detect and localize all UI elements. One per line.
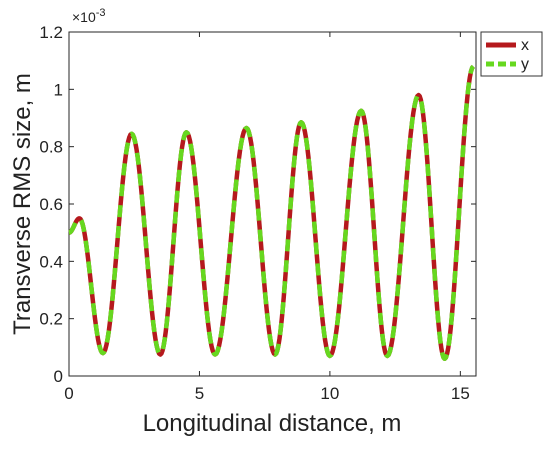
plot-frame [68, 31, 477, 377]
y-exponent-label: ×10-3 [72, 7, 106, 25]
y-tick-label: 0.2 [39, 310, 63, 329]
series-layer [67, 64, 476, 362]
y-tick-label: 1 [54, 80, 63, 99]
legend-label-y: y [521, 56, 529, 73]
legend: x y [480, 31, 543, 77]
y-tick-label: 0 [54, 367, 63, 386]
x-tick-label: 0 [64, 384, 73, 403]
y-tick-label: 0.8 [39, 138, 63, 157]
series-line-x [67, 64, 476, 362]
y-exponent-base: ×10 [72, 9, 96, 25]
legend-label-x: x [521, 37, 529, 54]
x-tick-label: 5 [195, 384, 204, 403]
x-tick-label: 10 [320, 384, 339, 403]
y-axis-label: Transverse RMS size, m [9, 73, 36, 335]
x-axis-label: Longitudinal distance, m [143, 410, 402, 437]
y-tick-label: 1.2 [39, 23, 63, 42]
series-line-y [67, 64, 476, 362]
y-tick-label: 0.6 [39, 195, 63, 214]
svg-text:×10-3: ×10-3 [72, 7, 106, 25]
x-tick-label: 15 [451, 384, 470, 403]
y-tick-label: 0.4 [39, 252, 63, 271]
y-exponent-power: -3 [96, 7, 106, 19]
ticks-layer: 0 5 10 15 0 0.2 0.4 0.6 0.8 1 1.2 [39, 23, 476, 403]
legend-box [480, 31, 543, 77]
plot-area-border [68, 31, 477, 377]
